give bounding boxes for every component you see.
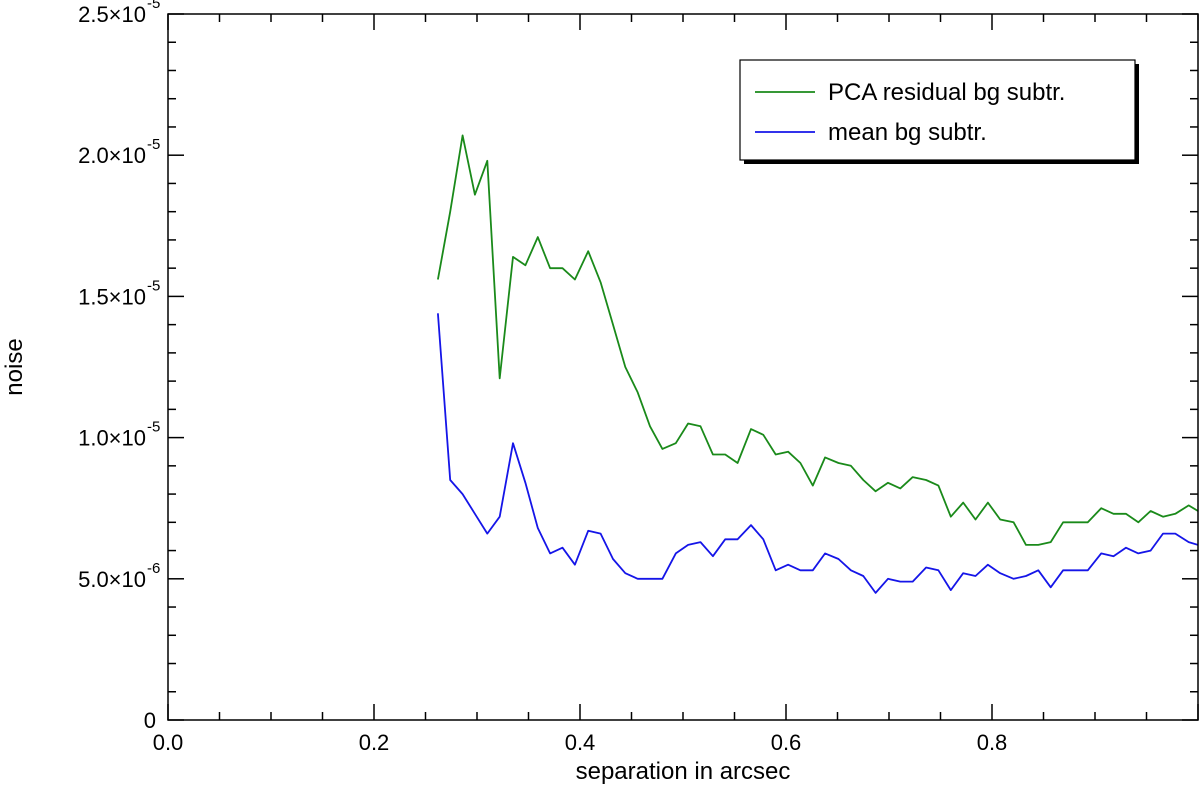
y-axis-title: noise bbox=[1, 338, 28, 395]
y-tick-exponent: -5 bbox=[147, 136, 160, 153]
y-tick-label: 1.5×10 -5 bbox=[78, 277, 160, 309]
legend-label-mean: mean bg subtr. bbox=[828, 119, 987, 146]
series-line-1 bbox=[437, 313, 1198, 594]
x-axis-title: separation in arcsec bbox=[576, 758, 791, 785]
y-tick-label: 2.5×10 -5 bbox=[78, 0, 160, 27]
y-tick-label: 1.0×10 -5 bbox=[78, 419, 160, 451]
y-tick-mantissa: 2.0×10 bbox=[78, 143, 146, 168]
y-tick-mantissa: 2.5×10 bbox=[78, 2, 146, 27]
y-tick-exponent: -5 bbox=[147, 0, 160, 12]
y-tick-label: 2.0×10 -5 bbox=[78, 136, 160, 168]
x-tick-label: 0.2 bbox=[359, 730, 390, 755]
x-tick-label: 0.0 bbox=[153, 730, 184, 755]
y-tick-exponent: -5 bbox=[147, 419, 160, 436]
legend: PCA residual bg subtr. mean bg subtr. bbox=[739, 59, 1139, 164]
y-tick-label: 0 bbox=[144, 708, 156, 733]
series-layer bbox=[437, 134, 1198, 594]
y-tick-mantissa: 5.0×10 bbox=[78, 567, 146, 592]
x-tick-labels: 0.0 0.2 0.4 0.6 0.8 bbox=[153, 730, 1008, 755]
y-tick-mantissa: 1.0×10 bbox=[78, 426, 146, 451]
y-tick-label: 5.0×10 -6 bbox=[78, 560, 160, 592]
legend-label-pca: PCA residual bg subtr. bbox=[828, 79, 1065, 106]
plot-frame bbox=[167, 13, 1199, 721]
x-tick-label: 0.4 bbox=[565, 730, 596, 755]
legend-box bbox=[739, 59, 1136, 161]
y-tick-exponent: -6 bbox=[147, 560, 160, 577]
y-tick-mantissa: 1.5×10 bbox=[78, 284, 146, 309]
x-tick-label: 0.6 bbox=[771, 730, 802, 755]
y-tick-labels: 05.0×10 -61.0×10 -51.5×10 -52.0×10 -52.5×10-… bbox=[78, 0, 160, 733]
y-tick-exponent: -5 bbox=[147, 277, 160, 294]
x-tick-label: 0.8 bbox=[977, 730, 1008, 755]
axis-ticks bbox=[167, 13, 1199, 721]
y-tick-mantissa: 0 bbox=[144, 708, 156, 733]
series-line-0 bbox=[437, 134, 1198, 546]
